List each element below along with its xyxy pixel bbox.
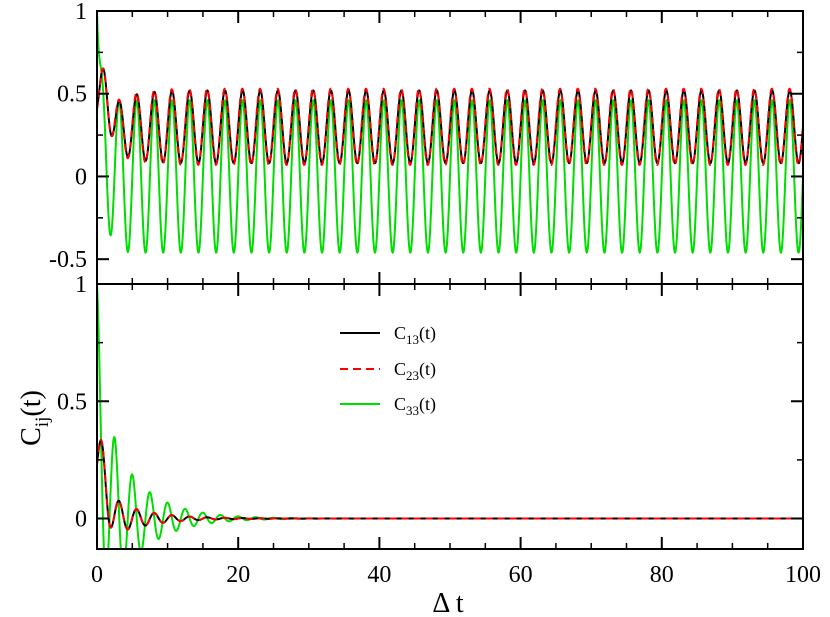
xtick-label-5: 100 [785,562,821,588]
ytick-label-bottom-panel-0: 1 [75,272,87,298]
ytick-label-top-panel-1: 0.5 [57,82,87,108]
xtick-label-2: 40 [367,562,391,588]
svg-text:C33(t): C33(t) [394,394,436,418]
series-line-bottom-panel-2 [97,284,803,549]
y-axis-title-main: C [16,427,47,446]
series-line-bottom-panel-0 [97,439,803,531]
xtick-label-1: 20 [226,562,250,588]
legend-label-c13-sub: 13 [406,332,419,347]
legend-label-c23-sub: 23 [406,368,419,383]
ytick-label-top-panel-0: 1 [75,0,87,25]
legend-label-c23: C [394,359,406,379]
series-line-top-panel-2 [97,11,803,254]
top-panel: 1 0.5 0 -0.5 [49,0,804,285]
legend-entry-c13: C13(t) [340,323,436,347]
bottom-panel: 1 0.5 0 0 20 40 60 80 100 [57,272,821,588]
xtick-label-3: 60 [509,562,533,588]
legend-label-c33: C [394,394,406,414]
legend-label-c23-suffix: (t) [419,359,436,380]
series-line-bottom-panel-1 [97,438,803,531]
frame-top-panel [96,10,804,285]
legend-entry-c33: C33(t) [340,394,436,418]
xtick-label-4: 80 [650,562,674,588]
legend-label-c13: C [394,323,406,343]
svg-text:C13(t): C13(t) [394,323,436,347]
legend-entry-c23: C23(t) [340,359,436,383]
series-line-top-panel-1 [97,67,803,166]
plot-area-top-panel [97,11,803,254]
y-axis-title-sub: ij [32,417,53,428]
x-axis-title: Δ t [432,588,463,617]
ytick-label-bottom-panel-2: 0 [75,507,87,533]
legend-label-c33-suffix: (t) [419,394,436,415]
frame-bottom-panel [96,283,804,550]
legend-label-c13-suffix: (t) [419,323,436,344]
ytick-label-bottom-panel-1: 0.5 [57,389,87,415]
y-axis-title: Cij(t) [16,390,53,446]
ytick-label-top-panel-3: -0.5 [49,247,87,273]
ytick-label-top-panel-2: 0 [75,164,87,190]
xtick-label-0: 0 [91,562,103,588]
y-axis-title-suffix: (t) [16,390,47,416]
legend: C13(t) C23(t) C33(t) [340,323,436,418]
legend-label-c33-sub: 33 [406,403,419,418]
plot-area-bottom-panel [97,284,803,549]
svg-text:C23(t): C23(t) [394,359,436,383]
